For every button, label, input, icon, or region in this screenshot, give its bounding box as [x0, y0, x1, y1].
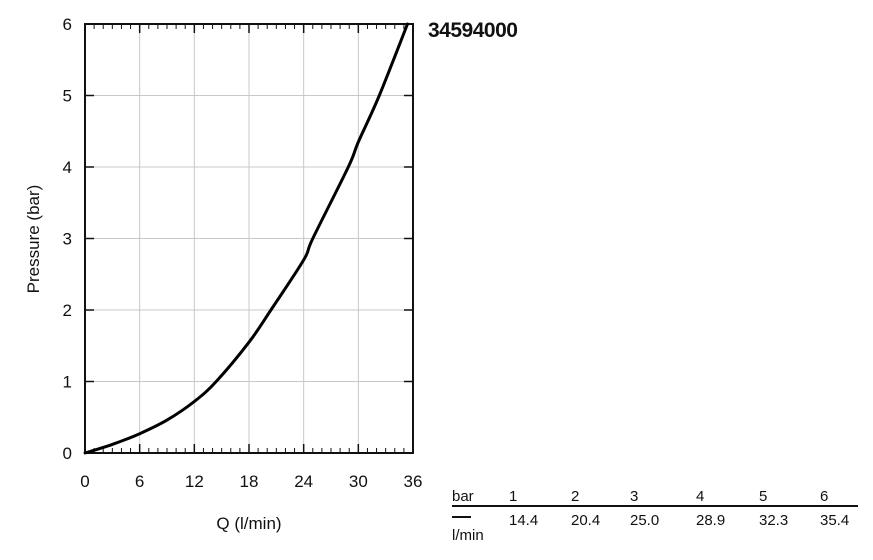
- table-flow-cell: 35.4: [820, 512, 850, 529]
- y-tick-label: 3: [63, 230, 72, 249]
- x-tick-label: 24: [294, 472, 313, 491]
- table-flow-cell: 28.9: [696, 512, 726, 529]
- x-tick-label: 12: [185, 472, 204, 491]
- y-tick-label: 1: [63, 373, 72, 392]
- plot-frame: [84, 23, 414, 454]
- y-axis-label: Pressure (bar): [24, 185, 43, 294]
- table-flow-cell: 25.0: [630, 512, 660, 529]
- x-axis-label: Q (l/min): [216, 514, 281, 533]
- product-code: 34594000: [428, 19, 518, 42]
- table-divider: [452, 505, 858, 507]
- table-unit-label: l/min: [452, 527, 484, 544]
- y-tick-label: 5: [63, 87, 72, 106]
- x-tick-labels: 0 6 12 18 24 30 36: [80, 472, 422, 491]
- y-tick-label: 0: [63, 444, 72, 463]
- table-header-row: bar 1 2 3 4 5 6: [452, 488, 858, 506]
- table-flow-cell: 14.4: [509, 512, 539, 529]
- table-flow-cell: 20.4: [571, 512, 601, 529]
- table-header-label: bar: [452, 488, 474, 505]
- table-value-row: 14.4 20.4 25.0 28.9 32.3 35.4: [452, 512, 858, 530]
- table-pressure-cell: 5: [759, 488, 768, 505]
- table-pressure-cell: 1: [509, 488, 518, 505]
- y-tick-label: 4: [63, 158, 72, 177]
- series-line: [83, 22, 409, 455]
- y-tick-label: 2: [63, 301, 72, 320]
- table-pressure-cell: 3: [630, 488, 639, 505]
- x-tick-label: 0: [80, 472, 89, 491]
- table-pressure-cell: 2: [571, 488, 580, 505]
- flow-table: bar 1 2 3 4 5 6 14.4 20.4 25.0 28.9 32.3…: [452, 486, 858, 546]
- major-ticks: [85, 24, 413, 453]
- series-legend-dash: [452, 516, 471, 518]
- x-tick-label: 36: [404, 472, 423, 491]
- x-tick-label: 6: [135, 472, 144, 491]
- x-tick-label: 30: [349, 472, 368, 491]
- table-pressure-cell: 6: [820, 488, 829, 505]
- table-pressure-cell: 4: [696, 488, 705, 505]
- y-tick-label: 6: [63, 15, 72, 34]
- table-flow-cell: 32.3: [759, 512, 789, 529]
- grid-lines: [85, 24, 413, 453]
- x-tick-label: 18: [240, 472, 259, 491]
- y-tick-labels: 0 1 2 3 4 5 6: [63, 15, 72, 463]
